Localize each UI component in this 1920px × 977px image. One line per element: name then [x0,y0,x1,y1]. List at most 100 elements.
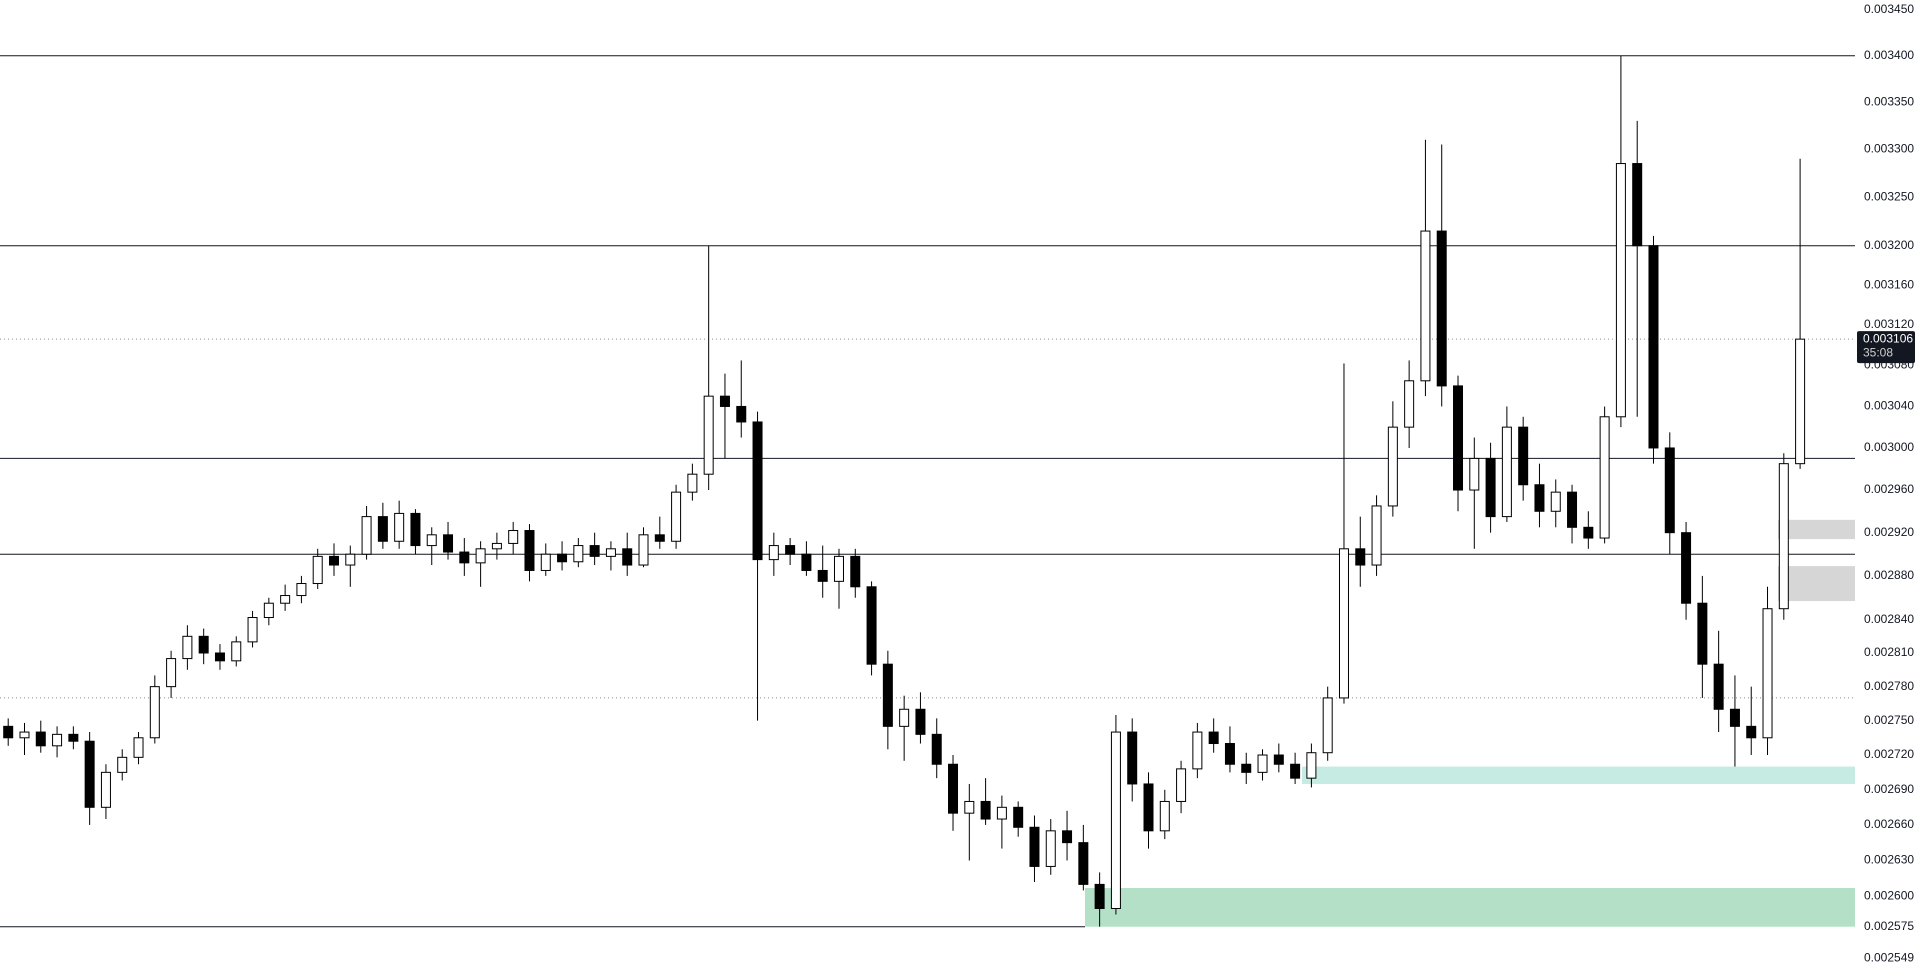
y-tick-label: 0.002630 [1864,853,1914,867]
candle-body [52,733,63,747]
candle-body [703,395,714,475]
candle-body [1762,608,1773,739]
y-tick-label: 0.003200 [1864,238,1914,252]
candle-body [508,530,519,544]
candle-body [540,553,551,571]
y-tick-label: 0.003160 [1864,277,1914,291]
candle-body [654,534,665,542]
candle-body [345,553,356,566]
zone [1085,887,1855,927]
candle-body [1094,883,1105,909]
candle-body [149,686,160,739]
price-axis: 0.003450 0.003400 0.003350 0.003300 0.003250… [1857,2,1915,965]
candle-body [1746,725,1757,739]
candle-body [1632,163,1643,247]
zone [1778,566,1855,602]
candle-body [589,545,600,557]
candle-body [1583,526,1594,539]
candle-body [1306,752,1317,779]
y-tick-label: 0.003350 [1864,94,1914,108]
candle-body [68,733,79,742]
candle-body [1599,416,1610,539]
y-tick-label: 0.002780 [1864,679,1914,693]
countdown-label: 35:08 [1863,345,1893,359]
candle-body [736,405,747,423]
candle-body [605,548,616,557]
candle-body [361,516,372,555]
y-tick-label: 0.002690 [1864,782,1914,796]
candle-body [84,740,95,808]
candle-body [1453,385,1464,491]
candle-body [768,545,779,561]
candle-body [1420,230,1431,382]
candle-body [882,663,893,727]
candle-body [964,800,975,814]
candle-body [426,534,437,547]
y-tick-label: 0.002960 [1864,482,1914,496]
candle-body [948,763,959,814]
candle-body [1664,447,1675,534]
candle-body [410,512,421,547]
candle-body [1045,830,1056,867]
candle-body [100,771,111,808]
candle-body [1078,842,1089,885]
candle-body [1322,697,1333,754]
candle-body [214,652,225,662]
y-tick-label: 0.002600 [1864,889,1914,903]
candle-body [1127,731,1138,785]
candle-body [866,586,877,665]
candle-body [1273,754,1284,765]
candle-body [1518,426,1529,486]
candle-body [1208,731,1219,745]
candle-body [1436,230,1447,387]
candle-body [719,395,730,407]
candle-body [1485,457,1496,518]
candle-body [1469,457,1480,491]
candle-body [1795,338,1806,465]
candle-body [329,555,339,566]
candle-body [133,737,144,758]
candle-body [899,708,910,727]
candles [3,55,1806,927]
y-tick-label: 0.003000 [1864,440,1914,454]
candle-body [280,595,291,604]
y-tick-label: 0.003040 [1864,399,1914,413]
candle-body [638,534,649,566]
candle-body [1729,708,1740,727]
y-tick-label: 0.002920 [1864,525,1914,539]
y-tick-label: 0.003250 [1864,189,1914,203]
price-label: 0.003106 [1863,331,1913,345]
candle-body [443,534,454,553]
candle-body [524,530,535,571]
candle-body [1404,380,1415,428]
candle-body [198,635,209,654]
candle-body [573,545,584,563]
candle-body [1029,826,1040,867]
candle-body [915,708,926,735]
y-tick-label: 0.002720 [1864,747,1914,761]
candle-body [182,635,193,660]
candle-body [1371,505,1382,566]
candle-body [1290,763,1301,779]
candle-body [1062,830,1073,844]
candle-body [752,421,763,561]
candle-body [247,617,258,643]
candle-body [1778,463,1789,610]
candle-body [622,548,633,566]
y-tick-label: 0.002575 [1864,919,1914,933]
y-tick-label: 0.002750 [1864,713,1914,727]
levels [0,55,1855,928]
candle-body [1176,768,1187,802]
candle-body [166,658,177,688]
y-tick-label: 0.002660 [1864,817,1914,831]
candle-body [394,512,405,542]
candle-body [1615,163,1626,418]
candle-body [557,553,568,563]
candle-body [1241,763,1252,773]
candle-body [1534,484,1545,512]
price-label-box [1857,331,1915,364]
candle-body [1681,532,1692,604]
candle-body [801,553,812,571]
